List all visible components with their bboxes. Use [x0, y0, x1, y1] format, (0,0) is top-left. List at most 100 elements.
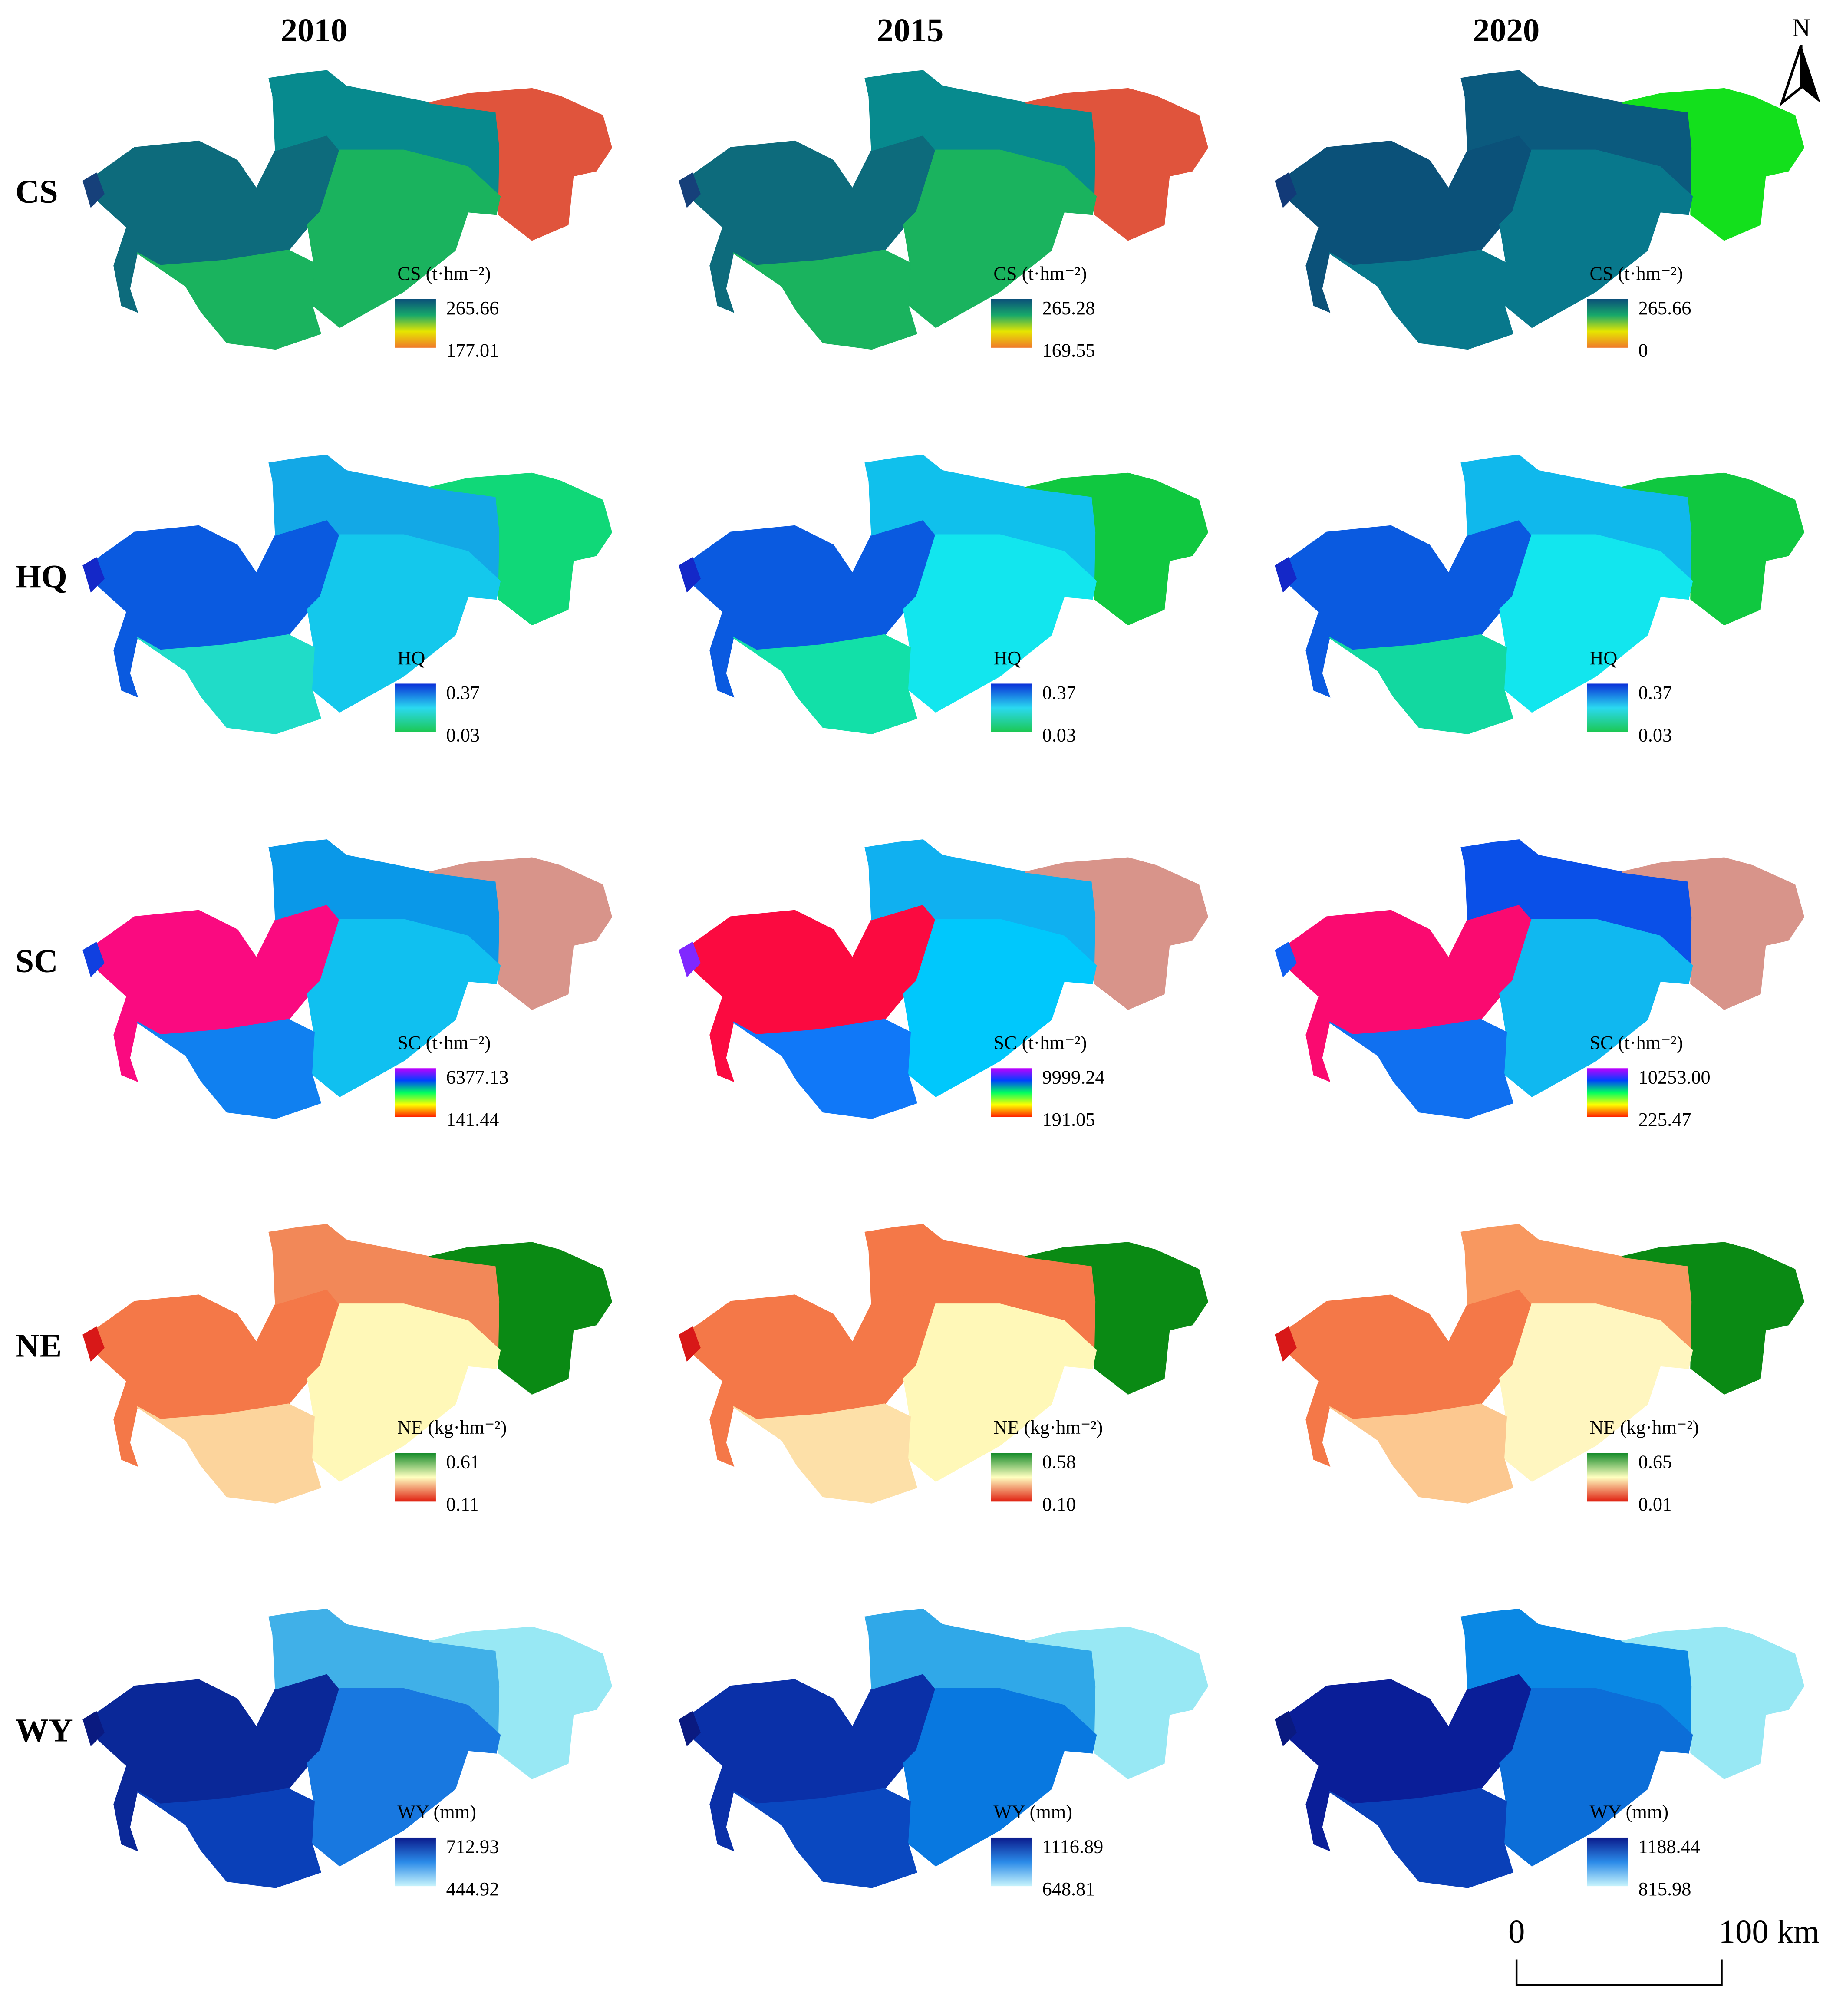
legend-max: 265.66	[1638, 297, 1691, 319]
legend-ramp	[991, 683, 1032, 732]
legend-title: CS (t·hm⁻²)	[993, 263, 1087, 284]
region	[733, 1403, 918, 1504]
region	[1621, 1242, 1805, 1395]
region	[1621, 472, 1805, 626]
row-label: CS	[15, 173, 58, 210]
legend-min: 177.01	[446, 340, 499, 361]
legend-min: 0.10	[1042, 1494, 1076, 1515]
legend-min: 648.81	[1042, 1878, 1095, 1900]
legend-min: 191.05	[1042, 1109, 1095, 1130]
legend-ramp	[395, 1837, 436, 1887]
region	[1621, 857, 1805, 1010]
region	[1275, 941, 1297, 977]
legend-title: HQ	[397, 647, 425, 669]
legend-title: SC (t·hm⁻²)	[993, 1032, 1087, 1053]
legend-title: CS (t·hm⁻²)	[1589, 263, 1683, 284]
panel-map	[679, 1608, 1209, 1888]
region	[137, 1403, 322, 1504]
year-header: 2010	[281, 12, 348, 49]
year-header: 2020	[1473, 12, 1540, 49]
region	[429, 857, 613, 1010]
panel-map	[82, 839, 613, 1119]
region	[137, 249, 322, 350]
region	[679, 1326, 701, 1362]
panel-map	[1275, 839, 1805, 1119]
legend-max: 712.93	[446, 1836, 499, 1857]
region	[1329, 1019, 1514, 1119]
region	[679, 1711, 701, 1747]
legend-ramp	[991, 1453, 1032, 1502]
legend-max: 0.58	[1042, 1452, 1076, 1473]
legend-ramp	[395, 1068, 436, 1117]
legend-title: NE (kg·hm⁻²)	[1589, 1417, 1699, 1438]
legend-min: 141.44	[446, 1109, 499, 1130]
legend-ramp	[1587, 1453, 1628, 1502]
legend-max: 0.61	[446, 1452, 480, 1473]
region	[1025, 857, 1209, 1010]
legend-min: 444.92	[446, 1878, 499, 1900]
legend-ramp	[1587, 1068, 1628, 1117]
legend-max: 6377.13	[446, 1067, 509, 1088]
legend-title: CS (t·hm⁻²)	[397, 263, 491, 284]
panel-map	[679, 839, 1209, 1119]
region	[429, 88, 613, 241]
legend-title: SC (t·hm⁻²)	[397, 1032, 491, 1053]
region	[1275, 1326, 1297, 1362]
legend-min: 0.03	[1638, 724, 1672, 746]
region	[733, 634, 918, 735]
region	[137, 1788, 322, 1888]
legend-ramp	[395, 1453, 436, 1502]
region	[307, 1688, 501, 1867]
legend-title: SC (t·hm⁻²)	[1589, 1032, 1683, 1053]
region	[1329, 1403, 1514, 1504]
region	[307, 149, 501, 328]
region	[1025, 1627, 1209, 1779]
legend-title: NE (kg·hm⁻²)	[397, 1417, 507, 1438]
legend-ramp	[395, 683, 436, 732]
region	[137, 634, 322, 735]
legend-title: NE (kg·hm⁻²)	[993, 1417, 1103, 1438]
scale-bar: 0 100 km	[1508, 1913, 1820, 1986]
legend-max: 0.37	[1638, 682, 1672, 703]
region	[1621, 88, 1805, 241]
region	[1499, 1688, 1693, 1867]
legend-max: 265.28	[1042, 297, 1095, 319]
region	[1025, 88, 1209, 241]
region	[1329, 249, 1514, 350]
legend-title: WY (mm)	[397, 1802, 476, 1823]
legend-min: 0.11	[446, 1494, 479, 1515]
legend-ramp	[991, 1837, 1032, 1887]
legend-min: 0.03	[1042, 724, 1076, 746]
region	[307, 1303, 501, 1482]
region	[679, 557, 701, 593]
region	[903, 1303, 1097, 1482]
panel-map	[1275, 1224, 1805, 1504]
legend-max: 0.37	[1042, 682, 1076, 703]
row-label: NE	[15, 1327, 62, 1364]
region	[137, 1019, 322, 1119]
panel-map	[679, 1224, 1209, 1504]
panel-map	[1275, 455, 1805, 735]
region	[1025, 472, 1209, 626]
legend-ramp	[395, 299, 436, 348]
legend-ramp	[991, 1068, 1032, 1117]
region	[1621, 1627, 1805, 1779]
panel-map	[82, 455, 613, 735]
panel-map	[679, 70, 1209, 350]
legend-title: WY (mm)	[993, 1802, 1072, 1823]
row-label: SC	[15, 943, 58, 980]
legend-ramp	[1587, 1837, 1628, 1887]
region	[903, 919, 1097, 1098]
legend-min: 0.01	[1638, 1494, 1672, 1515]
panel-map	[82, 70, 613, 350]
region	[1329, 634, 1514, 735]
north-label: N	[1792, 13, 1810, 42]
region	[903, 1688, 1097, 1867]
legend-max: 10253.00	[1638, 1067, 1711, 1088]
legend-ramp	[1587, 683, 1628, 732]
legend-max: 0.65	[1638, 1452, 1672, 1473]
region	[903, 534, 1097, 713]
legend-min: 225.47	[1638, 1109, 1691, 1130]
panel-map	[82, 1224, 613, 1504]
